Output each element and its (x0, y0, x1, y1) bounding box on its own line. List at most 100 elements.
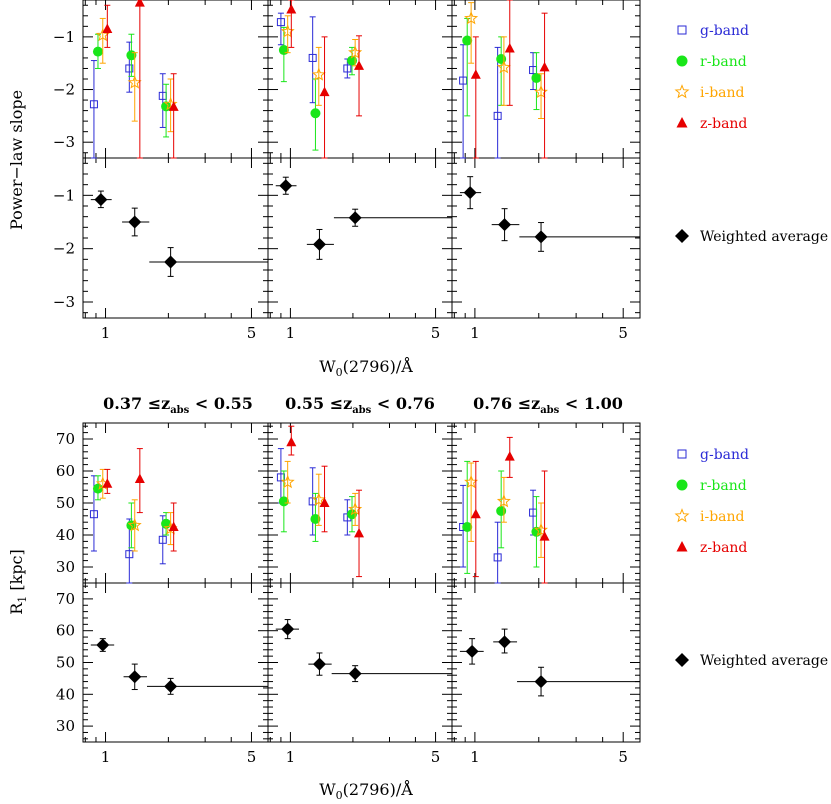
slope-p2-avg-point-2 (312, 237, 326, 251)
slope-avg-panel-2-xtick-label: 1 (286, 324, 296, 342)
r1-p1-avg-point-1 (96, 638, 110, 652)
slope-p3-r-point-3 (531, 72, 542, 83)
slope-band-panel-3-frame (451, 0, 641, 159)
top-xlabel-rest: (2796)/Å (343, 356, 414, 376)
r1-p3-r-point-1 (462, 522, 473, 532)
r1-p3-avg-point-2 (498, 635, 512, 649)
slope-band-panel-1-ytick-label: −3 (53, 133, 75, 151)
slope-p3-avg-point-2 (498, 218, 512, 232)
top-xlabel-main: W (319, 357, 336, 376)
slope-p2-g-point-3 (343, 64, 352, 73)
r1-avg-panel-2-xtick-label: 5 (431, 748, 441, 766)
r1-p2-avg-point-2 (312, 657, 326, 671)
slope-p1-z-point-3 (168, 101, 179, 111)
legend-top-g-label: g-band (700, 23, 749, 39)
slope-p1-g-point-1 (89, 100, 98, 109)
slope-p3-i-point-1 (464, 11, 479, 25)
slope-avg-panel-1-frame (82, 157, 269, 319)
r1-avg-panel-3-frame (451, 582, 641, 743)
r1-p1-z-point-3 (168, 521, 179, 531)
bottom-xlabel-rest: (2796)/Å (343, 779, 414, 799)
legend-top: g-band r-band i-band z-band Weighted average (674, 23, 828, 245)
r1-band-panel-3-frame (451, 422, 641, 584)
r1-band-panel-1-ytick-label: 70 (56, 430, 75, 448)
r1-p1-avg-point-2 (128, 670, 142, 684)
legend-bottom-avg-marker (675, 653, 689, 667)
slope-p1-r-point-1 (92, 46, 103, 57)
slope-p2-avg-point-3 (348, 211, 362, 225)
zbin-3-post: < 1.00 (559, 394, 623, 413)
r1-p1-g-point-2 (125, 550, 134, 559)
legend-top-i-label: i-band (700, 85, 745, 101)
r1-band-panel-1-ytick-label: 50 (56, 494, 75, 512)
legend-bottom: g-band r-band i-band z-band Weighted average (674, 447, 828, 669)
r1-p3-g-point-2 (493, 553, 502, 562)
zbin-2-sub: abs (352, 405, 371, 416)
legend-top-r: r-band (676, 54, 747, 70)
r1-avg-panel-1-ytick-label: 50 (56, 654, 75, 672)
r1-avg-panel-1-ytick-label: 60 (56, 622, 75, 640)
slope-p3-avg-point-1 (463, 186, 477, 200)
slope-p3-i-point-2 (496, 60, 511, 74)
legend-top-avg: Weighted average (675, 229, 828, 245)
slope-p2-r-point-2 (310, 108, 321, 119)
slope-p1-avg-point-2 (128, 215, 142, 229)
r1-p2-z-point-3 (354, 527, 365, 538)
bottom-ylabel: R1 [kpc] (7, 549, 29, 615)
slope-band-panel-1-frame (82, 0, 269, 159)
legend-bottom-i-label: i-band (700, 509, 745, 525)
r1-p2-g-point-1 (276, 473, 285, 482)
r1-p1-avg-point-3 (164, 679, 178, 693)
r1-p2-r-point-2 (310, 514, 321, 524)
slope-p2-z-point-1 (286, 3, 297, 14)
slope-avg-panel-1-ytick-label: −2 (53, 240, 75, 258)
r1-avg-panel-2-xtick-label: 1 (286, 748, 296, 766)
r1-p2-z-point-2 (319, 497, 330, 507)
r1-band-panel-1-ytick-label: 40 (56, 526, 75, 544)
slope-avg-panel-1-xtick-label: 5 (247, 324, 257, 342)
r1-p3-avg-point-3 (534, 675, 548, 689)
r1-avg-panel-1-ytick-label: 30 (56, 717, 75, 735)
legend-bottom-g-marker (677, 449, 687, 459)
legend-bottom-z-marker (676, 541, 688, 552)
slope-p2-avg-point-1 (279, 179, 293, 193)
slope-p2-z-point-3 (354, 60, 365, 70)
r1-band-panel-1-ytick-label: 30 (56, 558, 75, 576)
legend-bottom-z: z-band (676, 540, 747, 556)
r1-avg-panel-1-xtick-label: 1 (101, 748, 111, 766)
slope-band-panel-1-ytick-label: −2 (53, 81, 75, 99)
zbin-1-sub: abs (170, 405, 189, 416)
legend-bottom-g: g-band (677, 447, 749, 463)
legend-bottom-g-label: g-band (700, 447, 749, 463)
zbin-title-3: 0.76 ≤zabs < 1.00 (473, 394, 623, 416)
slope-p1-i-point-2 (127, 75, 142, 89)
slope-avg-panel-3-xtick-label: 1 (470, 324, 480, 342)
legend-bottom-r: r-band (676, 478, 747, 494)
legend-top-r-label: r-band (700, 54, 747, 70)
legend-bottom-avg: Weighted average (675, 653, 828, 669)
r1-p2-i-point-2 (311, 492, 326, 506)
r1-p1-r-point-1 (92, 483, 103, 494)
r1-p2-r-point-1 (278, 496, 289, 507)
legend-bottom-z-label: z-band (700, 540, 747, 556)
legend-top-g: g-band (677, 23, 749, 39)
legend-top-i: i-band (674, 84, 745, 101)
slope-band-panel-1-ytick-label: −1 (53, 28, 75, 46)
r1-avg-panel-1-xtick-label: 5 (247, 748, 257, 766)
slope-p2-r-point-3 (347, 55, 358, 66)
r1-p1-i-point-2 (127, 518, 142, 532)
r1-avg-panel-1-ytick-label: 40 (56, 685, 75, 703)
slope-avg-panel-1-xtick-label: 1 (101, 324, 111, 342)
legend-bottom-i: i-band (674, 508, 745, 525)
slope-avg-panel-3-xtick-label: 5 (618, 324, 628, 342)
slope-p1-avg-point-3 (164, 255, 178, 269)
bottom-ylabel-sub: 1 (16, 596, 29, 603)
slope-p1-g-point-2 (125, 64, 134, 73)
legend-top-z-label: z-band (700, 116, 747, 132)
r1-avg-panel-3-xtick-label: 5 (618, 748, 628, 766)
slope-p2-z-point-2 (319, 86, 330, 97)
slope-p3-z-point-2 (504, 42, 515, 53)
legend-top-z-marker (676, 117, 688, 128)
